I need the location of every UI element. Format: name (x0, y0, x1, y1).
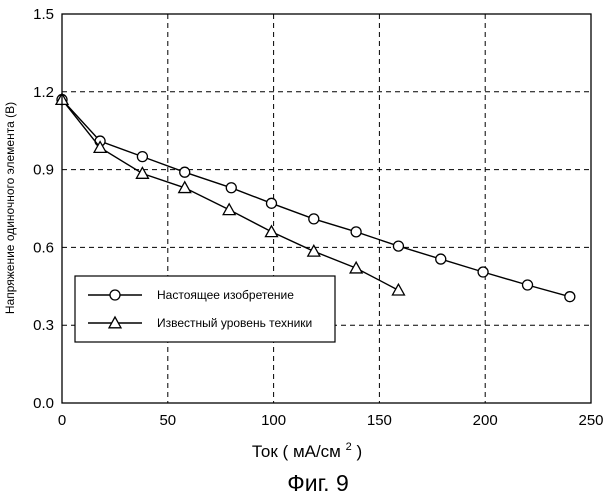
x-tick-label: 150 (367, 412, 392, 429)
legend-label: Настоящее изобретение (157, 288, 294, 302)
y-tick-label: 0.3 (33, 317, 54, 334)
data-point-circle (110, 290, 120, 300)
legend-label: Известный уровень техники (157, 316, 312, 330)
x-tick-label: 250 (578, 412, 603, 429)
series-line (62, 100, 570, 297)
x-tick-label: 100 (261, 412, 286, 429)
plot-area-frame (62, 14, 591, 403)
figure-caption: Фиг. 9 (287, 470, 349, 496)
data-point-triangle (350, 262, 362, 273)
data-point-circle (137, 152, 147, 162)
x-tick-label: 0 (58, 412, 66, 429)
x-axis-label: Ток ( мА/см 2 ) (252, 435, 362, 461)
data-point-circle (180, 167, 190, 177)
data-point-circle (523, 280, 533, 290)
x-axis-label-unit-superscript: 2 (346, 441, 352, 453)
data-point-circle (436, 254, 446, 264)
data-point-circle (351, 227, 361, 237)
x-axis-label-unit: мА/см (293, 442, 341, 461)
data-point-triangle (265, 226, 277, 237)
data-point-circle (226, 183, 236, 193)
y-axis-label: Напряжение одиночного элемента (В) (3, 102, 17, 314)
x-tick-label: 200 (473, 412, 498, 429)
legend: Настоящее изобретение Известный уровень т… (75, 276, 335, 342)
x-axis-label-close-paren: ) (356, 442, 362, 461)
series-1 (57, 95, 575, 302)
data-point-triangle (179, 182, 191, 193)
y-tick-label: 1.5 (33, 6, 54, 23)
series-line (62, 100, 398, 291)
y-tick-label: 0.9 (33, 162, 54, 179)
y-tick-label: 0.6 (33, 239, 54, 256)
series-2 (56, 94, 404, 295)
x-tick-label: 50 (159, 412, 176, 429)
y-tick-label: 1.2 (33, 84, 54, 101)
data-point-circle (309, 214, 319, 224)
x-axis-label-name: Ток (252, 442, 279, 461)
legend-box (75, 276, 335, 342)
data-point-circle (478, 267, 488, 277)
data-point-triangle (223, 204, 235, 215)
data-point-circle (565, 292, 575, 302)
series-group (56, 94, 575, 302)
grid (62, 14, 591, 403)
data-point-circle (266, 198, 276, 208)
y-tick-label: 0.0 (33, 395, 54, 412)
x-axis-label-open-paren: ( (283, 442, 289, 461)
data-point-triangle (392, 284, 404, 295)
data-point-circle (393, 241, 403, 251)
